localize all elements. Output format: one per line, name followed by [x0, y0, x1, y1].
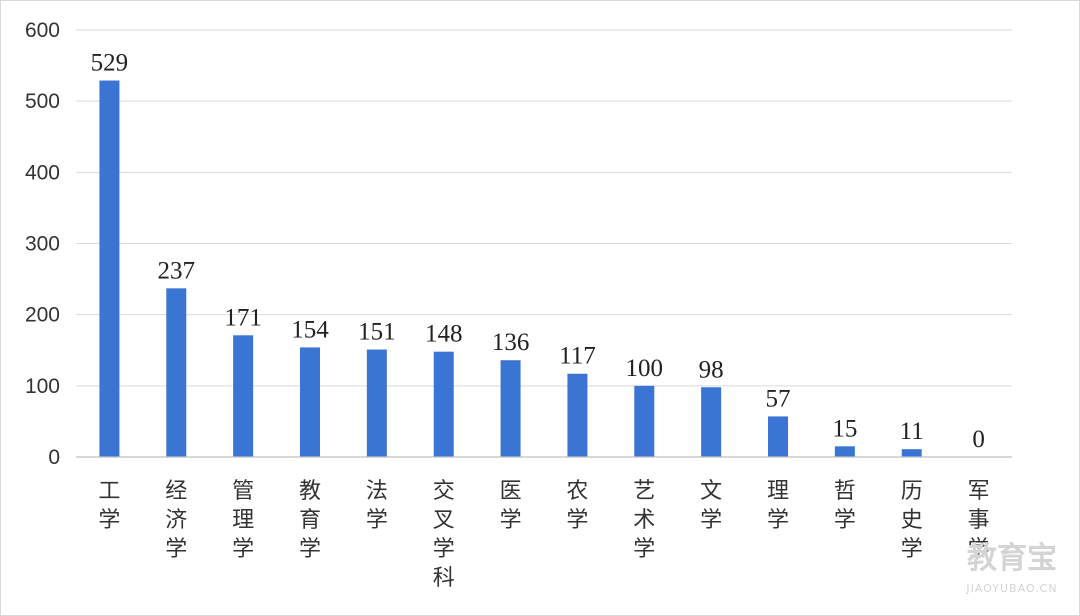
- x-tick-label-3: 教育学: [299, 479, 321, 562]
- y-tick-label: 300: [25, 233, 60, 256]
- bar-4: [366, 349, 387, 457]
- data-label-9: 98: [699, 356, 724, 383]
- bar-12: [901, 449, 922, 457]
- bar-0: [99, 80, 120, 458]
- bar-6: [500, 360, 521, 457]
- x-tick-label-7: 农学: [566, 479, 588, 533]
- data-label-12: 11: [900, 418, 924, 445]
- bar-8: [634, 385, 655, 457]
- x-tick-label-9: 文学: [700, 479, 722, 533]
- data-labels: 529 237 171 154 151 148 136 117 100 98 57 15 11 0: [91, 50, 985, 453]
- bar-10: [768, 416, 788, 457]
- x-tick-label-0: 工学: [98, 479, 120, 533]
- watermark-domain-text: JIAOYUBAO.CN: [965, 582, 1057, 595]
- data-label-5: 148: [425, 321, 463, 348]
- data-label-8: 100: [626, 355, 664, 382]
- gridlines: [76, 29, 1012, 387]
- x-tick-label-2: 管理学: [232, 479, 254, 562]
- data-label-1: 237: [158, 257, 196, 284]
- data-label-2: 171: [224, 304, 262, 331]
- data-label-7: 117: [559, 343, 596, 370]
- bar-9: [701, 387, 722, 457]
- y-tick-label: 100: [25, 375, 60, 398]
- x-tick-label-1: 经济学: [165, 479, 187, 562]
- bar-7: [567, 373, 588, 457]
- y-tick-label: 200: [25, 304, 60, 327]
- x-tick-label-5: 交叉学科: [433, 479, 455, 591]
- bars: [99, 80, 922, 458]
- x-tick-label-13: 军事学: [968, 479, 990, 562]
- x-tick-label-10: 理学: [767, 479, 789, 533]
- x-tick-label-12: 历史学: [901, 479, 923, 562]
- data-label-11: 15: [832, 415, 857, 442]
- bar-11: [834, 446, 855, 457]
- x-tick-label-8: 艺术学: [633, 479, 655, 562]
- data-label-6: 136: [492, 329, 530, 356]
- bar-5: [433, 351, 454, 457]
- bar-1: [166, 288, 187, 457]
- data-label-0: 529: [91, 50, 129, 77]
- bar-2: [233, 335, 254, 457]
- x-tick-label-11: 哲学: [834, 479, 856, 533]
- data-label-4: 151: [358, 319, 396, 346]
- y-axis-ticks: 0 100 200 300 400 500 600: [25, 19, 60, 469]
- watermark: 教育宝 JIAOYUBAO.CN: [965, 541, 1057, 595]
- data-label-13: 0: [972, 426, 985, 453]
- x-tick-label-6: 医学: [500, 479, 522, 533]
- data-label-3: 154: [291, 316, 329, 343]
- data-label-10: 57: [766, 385, 791, 412]
- watermark-logo-text: 教育宝: [967, 541, 1057, 576]
- y-tick-label: 400: [25, 161, 60, 184]
- y-tick-label: 0: [48, 446, 60, 469]
- bar-3: [300, 347, 320, 457]
- x-tick-label-4: 法学: [366, 479, 388, 533]
- y-tick-label: 600: [25, 19, 60, 42]
- y-tick-label: 500: [25, 90, 60, 113]
